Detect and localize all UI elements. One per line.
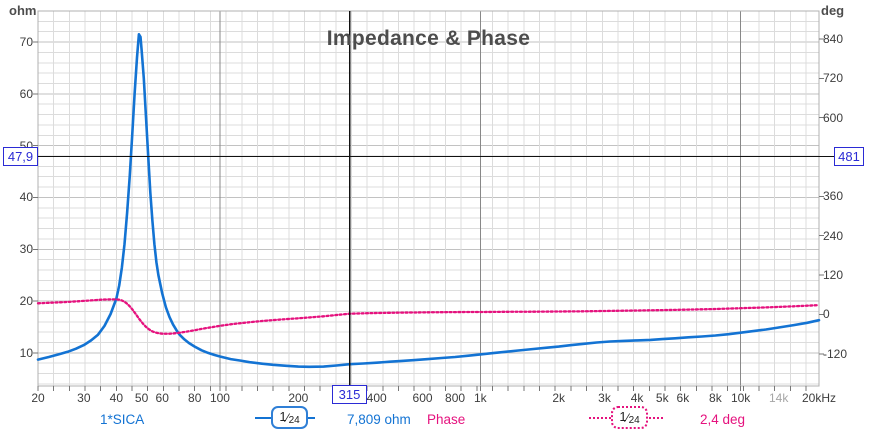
legend-phase-name: Phase	[427, 412, 466, 427]
cursor-freq-readout: 315	[332, 385, 367, 404]
impedance-curve	[36, 32, 821, 369]
x-tick-label: 4k	[630, 391, 644, 405]
x-tick-label: 30	[77, 391, 91, 405]
x-tick-label: 2k	[552, 391, 565, 405]
x-tick-label: 1k	[473, 391, 487, 405]
y-right-tick-label: 240	[823, 228, 844, 243]
phase-curve	[36, 298, 821, 335]
y-left-tick-label: 60	[19, 86, 33, 101]
y-right-tick-label: 840	[823, 31, 844, 46]
x-tick-label: 50	[134, 391, 149, 405]
x-tick-label: 800	[445, 391, 466, 405]
y-right-tick-label: 120	[823, 268, 844, 283]
x-tick-label: 3k	[598, 391, 611, 405]
smoothing-numerator: 1	[279, 408, 287, 424]
x-tick-label: 600	[412, 391, 433, 405]
impedance-smoothing-badge: 124	[271, 406, 308, 429]
x-tick-label: 40	[109, 391, 124, 405]
y-left-tick-label: 30	[19, 242, 33, 257]
x-tick-label: 20	[31, 391, 45, 405]
y-left-tick-label: 40	[19, 190, 33, 205]
y-right-tick-label: 720	[823, 71, 844, 86]
cursor-crosshair	[38, 11, 834, 386]
cursor-ohm-readout: 47,9	[3, 147, 38, 166]
y-left-tick-label: 20	[19, 294, 33, 309]
grid	[37, 10, 820, 387]
x-tick-label: 60	[155, 391, 169, 405]
x-tick-label: 20kHz	[801, 391, 836, 405]
y-left-tick-label: 70	[19, 35, 33, 50]
y-right-tick-label: 600	[823, 110, 844, 125]
x-tick-label: 14k	[768, 391, 789, 405]
smoothing-denominator: 24	[288, 414, 300, 426]
phase-smoothing-badge: 124	[611, 406, 648, 429]
x-tick-label: 80	[188, 391, 202, 405]
x-tick-label: 200	[288, 391, 309, 405]
y-right-tick-label: -120	[823, 346, 848, 361]
x-tick-label: 8k	[709, 391, 722, 405]
x-tick-label: 100	[209, 391, 230, 405]
legend-phase-value: 2,4 deg	[700, 412, 746, 427]
y-right-tick-label: 0	[823, 307, 830, 322]
x-tick-label: 400	[366, 391, 387, 405]
chart-title: Impedance & Phase	[326, 27, 531, 50]
legend-impedance-value: 7,809 ohm	[347, 412, 411, 427]
x-tick-label: 10k	[730, 391, 751, 405]
left-axis-unit-label: ohm	[9, 3, 37, 18]
legend-measurement-name: 1*SICA	[100, 412, 145, 427]
y-left-tick-label: 10	[19, 345, 33, 360]
right-axis-unit-label: deg	[821, 3, 845, 18]
y-right-tick-label: 360	[823, 189, 844, 204]
x-tick-label: 5k	[655, 391, 669, 405]
cursor-deg-readout: 481	[834, 147, 864, 166]
smoothing-denominator: 24	[628, 414, 640, 426]
smoothing-numerator: 1	[619, 408, 627, 424]
x-tick-label: 6k	[676, 391, 690, 405]
